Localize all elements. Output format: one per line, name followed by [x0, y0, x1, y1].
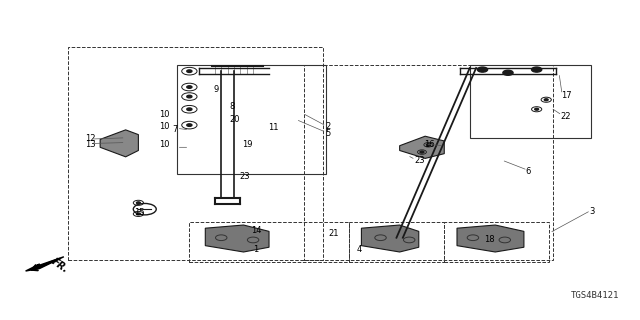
- Text: 10: 10: [159, 122, 170, 131]
- Text: 19: 19: [243, 140, 253, 149]
- Text: 21: 21: [328, 229, 339, 238]
- Circle shape: [477, 67, 488, 72]
- Circle shape: [535, 108, 539, 110]
- Text: 18: 18: [484, 236, 495, 244]
- Text: 14: 14: [251, 226, 262, 235]
- Polygon shape: [100, 130, 138, 157]
- Text: 2: 2: [325, 122, 330, 131]
- Bar: [68, 47, 323, 260]
- Circle shape: [503, 70, 513, 75]
- Text: 23: 23: [239, 172, 250, 181]
- Circle shape: [136, 213, 140, 215]
- Circle shape: [136, 202, 140, 204]
- Circle shape: [187, 108, 192, 110]
- Bar: [470, 65, 591, 138]
- Circle shape: [187, 86, 192, 88]
- Text: 5: 5: [325, 129, 330, 138]
- Text: FR.: FR.: [49, 256, 70, 275]
- Text: 10: 10: [159, 109, 170, 118]
- Text: 8: 8: [230, 102, 235, 111]
- Text: 3: 3: [589, 207, 595, 216]
- Text: 20: 20: [230, 115, 240, 124]
- Polygon shape: [457, 225, 524, 252]
- Polygon shape: [26, 257, 64, 271]
- Polygon shape: [362, 225, 419, 252]
- Circle shape: [544, 99, 548, 101]
- Circle shape: [187, 124, 192, 126]
- Text: 16: 16: [424, 140, 435, 149]
- Text: 4: 4: [357, 245, 362, 254]
- Circle shape: [420, 151, 424, 153]
- Text: 22: 22: [561, 112, 572, 121]
- Polygon shape: [399, 136, 444, 158]
- Bar: [349, 222, 444, 261]
- Text: 13: 13: [86, 140, 96, 149]
- Text: 10: 10: [159, 140, 170, 148]
- Circle shape: [187, 95, 192, 98]
- Text: 17: 17: [561, 91, 572, 100]
- Text: 15: 15: [134, 208, 145, 217]
- Circle shape: [426, 144, 430, 146]
- Text: TGS4B4121: TGS4B4121: [571, 291, 620, 300]
- Bar: [189, 222, 349, 261]
- Bar: [304, 65, 552, 260]
- Circle shape: [532, 67, 541, 72]
- Text: 11: 11: [268, 123, 278, 132]
- Text: 9: 9: [214, 85, 219, 94]
- Text: 23: 23: [414, 156, 425, 165]
- Text: 12: 12: [86, 134, 96, 143]
- Text: 1: 1: [253, 245, 259, 254]
- Circle shape: [187, 70, 192, 72]
- Bar: [177, 65, 326, 174]
- Text: 7: 7: [172, 125, 177, 134]
- Polygon shape: [205, 225, 269, 252]
- Text: 6: 6: [525, 167, 531, 176]
- Bar: [444, 222, 549, 261]
